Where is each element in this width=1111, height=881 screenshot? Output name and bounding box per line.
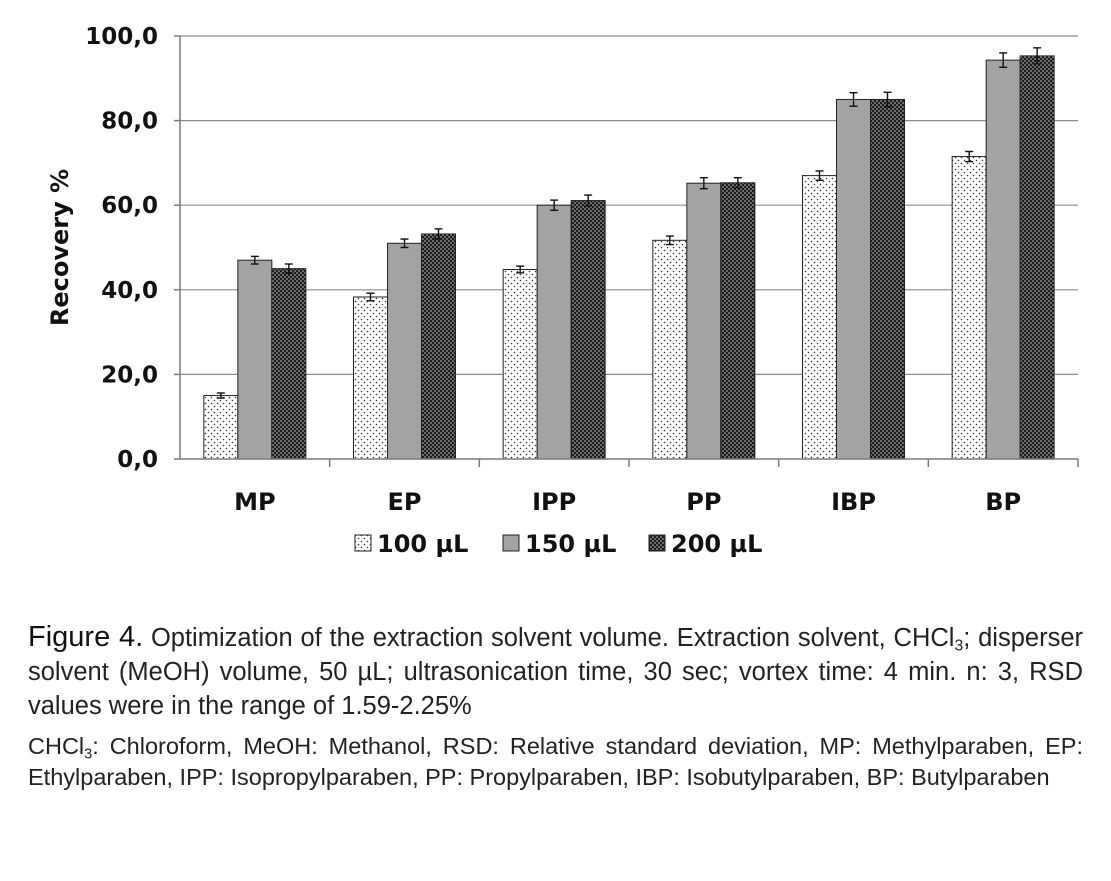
notes-subscript: 3 [84,746,93,763]
y-tick-label: 60,0 [101,193,158,219]
bar [951,156,987,460]
bar [836,98,871,460]
bar [985,59,1021,460]
x-category-label: BP [985,488,1021,516]
y-tick-label: 40,0 [101,278,158,304]
y-tick-label: 20,0 [101,362,158,388]
bar [421,233,456,460]
figure-label: Figure 4. [28,621,144,653]
y-tick-label: 0,0 [117,447,158,473]
bar [387,242,422,460]
axis-layer: 0,0 20,0 40,0 60,0 80,0 100,0 MP EP IPP PP IBP BP Re… [46,24,1079,516]
bar [271,268,307,460]
x-category-label: IBP [831,488,876,516]
bar-chart-svg: 0,0 20,0 40,0 60,0 80,0 100,0 MP EP IPP PP IBP BP Re… [46,24,1079,558]
caption-main: Figure 4. Optimization of the extraction… [28,620,1083,723]
notes-text-part1: CHCl [28,733,85,759]
bar [203,395,239,460]
bar [1019,55,1055,460]
legend-label: 200 µL [671,530,762,558]
bar [570,200,606,460]
bar [720,182,756,460]
legend-swatch [502,534,520,552]
grid-layer [180,35,1078,375]
y-axis-label: Recovery % [46,169,74,326]
chart: 0,0 20,0 40,0 60,0 80,0 100,0 MP EP IPP PP IBP BP Re… [46,24,1079,558]
figure-caption: Figure 4. Optimization of the extraction… [28,620,1083,793]
y-tick-label: 100,0 [85,24,158,50]
caption-subscript: 3 [954,637,964,655]
caption-abbreviations: CHCl3: Chloroform, MeOH: Methanol, RSD: … [28,731,1083,793]
bar [686,182,722,460]
notes-text-part2: : Chloroform, MeOH: Methanol, RSD: Relat… [28,733,1083,790]
caption-text-part1: Optimization of the extraction solvent v… [143,624,955,652]
bar [802,175,837,460]
legend-label: 150 µL [525,530,616,558]
x-category-label: EP [388,488,422,516]
bar [237,259,273,460]
bars-layer [203,47,1055,460]
bar [652,239,688,460]
x-category-label: PP [686,488,721,516]
y-tick-label: 80,0 [101,109,158,135]
legend-label: 100 µL [377,530,468,558]
legend-swatch [354,534,372,552]
bar [353,296,388,460]
x-category-label: IPP [532,488,576,516]
bar [502,268,538,460]
legend-swatch [648,534,666,552]
bar [870,98,905,460]
legend: 100 µL 150 µL 200 µL [354,530,762,558]
bar [536,204,572,460]
caption-text-part2: ; disperser solvent (MeOH) volume, 50 µL… [28,624,1083,720]
x-category-label: MP [234,488,275,516]
